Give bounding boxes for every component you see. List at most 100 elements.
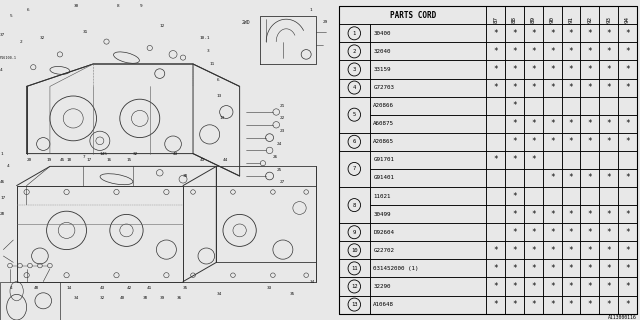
Text: *: * — [550, 228, 555, 237]
Text: 13: 13 — [220, 116, 225, 120]
Text: *: * — [569, 228, 573, 237]
Text: 48: 48 — [33, 286, 38, 290]
Text: 41: 41 — [147, 286, 152, 290]
Text: *: * — [625, 282, 630, 291]
Bar — [524, 24, 543, 42]
Text: G91401: G91401 — [373, 175, 394, 180]
Text: 11: 11 — [351, 266, 358, 271]
Text: A60875: A60875 — [373, 121, 394, 126]
Text: *: * — [588, 83, 592, 92]
Bar — [339, 6, 486, 24]
Text: *: * — [588, 173, 592, 182]
Bar — [543, 277, 562, 295]
Text: G22702: G22702 — [373, 248, 394, 253]
Text: 43: 43 — [173, 152, 179, 156]
Text: 92: 92 — [588, 16, 593, 23]
Text: 10: 10 — [351, 248, 358, 253]
Text: 35: 35 — [183, 286, 188, 290]
Text: *: * — [588, 119, 592, 128]
Bar — [543, 295, 562, 314]
Bar — [524, 187, 543, 205]
Bar — [486, 223, 505, 241]
Bar — [580, 97, 599, 115]
Text: 10-1: 10-1 — [200, 36, 210, 40]
Text: *: * — [569, 264, 573, 273]
Bar — [580, 223, 599, 241]
Text: 7: 7 — [83, 155, 86, 159]
Text: 16: 16 — [106, 158, 112, 162]
Bar — [524, 151, 543, 169]
Bar — [580, 6, 599, 24]
Bar — [618, 6, 637, 24]
Text: 3: 3 — [206, 49, 209, 53]
Bar — [543, 78, 562, 97]
Text: *: * — [569, 65, 573, 74]
Text: 40: 40 — [120, 296, 125, 300]
Text: *: * — [569, 173, 573, 182]
Text: *: * — [569, 210, 573, 219]
Bar — [618, 277, 637, 295]
Text: 12: 12 — [160, 24, 165, 28]
Bar — [562, 295, 580, 314]
Text: *: * — [625, 83, 630, 92]
Bar — [339, 42, 370, 60]
Text: *: * — [493, 47, 498, 56]
Text: *: * — [569, 83, 573, 92]
Bar — [339, 97, 370, 133]
Text: 38: 38 — [143, 296, 148, 300]
Text: 87: 87 — [493, 16, 499, 23]
Text: *: * — [531, 246, 536, 255]
Bar — [618, 133, 637, 151]
Text: A10648: A10648 — [373, 302, 394, 307]
Bar — [524, 97, 543, 115]
Bar — [599, 115, 618, 133]
Text: *: * — [569, 282, 573, 291]
Text: *: * — [493, 29, 498, 38]
Text: 32290: 32290 — [373, 284, 391, 289]
Bar — [370, 259, 486, 277]
Bar — [562, 97, 580, 115]
Bar — [599, 295, 618, 314]
Text: 2WD: 2WD — [242, 20, 251, 25]
Text: 37: 37 — [0, 33, 5, 37]
Text: 3: 3 — [353, 67, 356, 72]
Text: 17: 17 — [86, 158, 92, 162]
Text: *: * — [588, 65, 592, 74]
Text: *: * — [531, 264, 536, 273]
Bar — [618, 97, 637, 115]
Bar — [543, 187, 562, 205]
Bar — [562, 115, 580, 133]
Bar — [618, 24, 637, 42]
Text: *: * — [606, 47, 611, 56]
Bar — [486, 151, 505, 169]
Bar — [618, 205, 637, 223]
Bar — [562, 223, 580, 241]
Text: 31: 31 — [83, 30, 88, 34]
Text: *: * — [569, 29, 573, 38]
Bar — [370, 295, 486, 314]
Text: 1: 1 — [353, 31, 356, 36]
Text: 44: 44 — [223, 158, 228, 162]
Bar — [599, 78, 618, 97]
Bar — [580, 241, 599, 259]
Text: *: * — [550, 210, 555, 219]
Text: *: * — [512, 47, 517, 56]
Text: 15: 15 — [127, 158, 132, 162]
Bar — [505, 6, 524, 24]
Bar — [486, 169, 505, 187]
Text: 26: 26 — [273, 155, 278, 159]
Bar — [543, 42, 562, 60]
Text: 13: 13 — [351, 302, 358, 307]
Text: *: * — [493, 300, 498, 309]
Text: 30499: 30499 — [373, 212, 391, 217]
Text: *: * — [625, 119, 630, 128]
Text: 2: 2 — [353, 49, 356, 54]
Bar — [524, 223, 543, 241]
Text: F16100-1: F16100-1 — [0, 56, 17, 60]
Bar — [599, 97, 618, 115]
Text: *: * — [606, 210, 611, 219]
Bar — [339, 187, 370, 223]
Text: 11: 11 — [210, 62, 215, 66]
Text: *: * — [531, 29, 536, 38]
Text: 45: 45 — [60, 158, 65, 162]
